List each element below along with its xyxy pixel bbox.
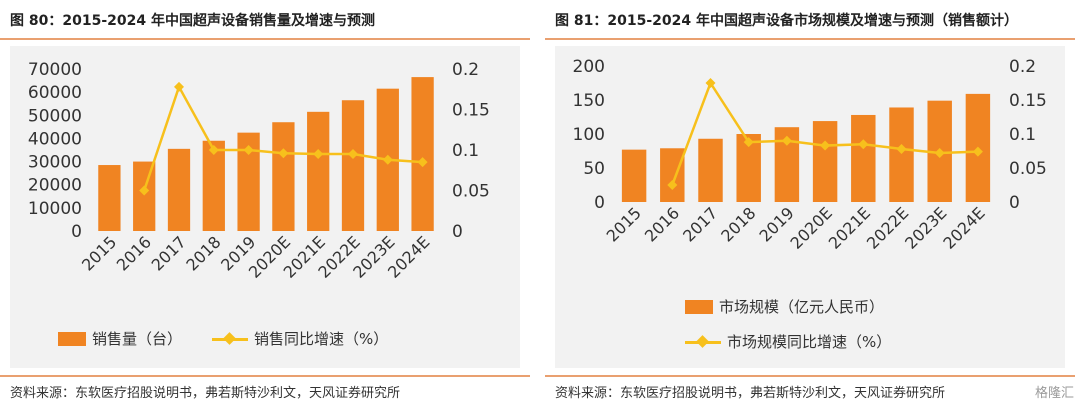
title-divider [0,38,530,40]
x-tick-label: 2017 [148,232,190,274]
x-tick-label: 2017 [679,203,721,245]
line-point [313,149,324,160]
sales-volume-chart: 0 10000 20000 30000 40000 50000 60000 70000 0 0.0… [28,60,490,282]
line-point [667,180,678,190]
legend-label: 市场规模同比增速（%） [727,333,892,351]
y2-tick-label: 0.05 [452,182,490,202]
bar [889,107,914,202]
legend: 市场规模（亿元人民币） 市场规模同比增速（%） [685,296,891,366]
legend-label: 销售量（台） [92,330,183,348]
y2-tick-label: 0 [452,222,463,242]
y-tick-label: 50000 [28,106,82,126]
bar [341,100,365,231]
y-tick-label: 70000 [28,60,82,80]
bar-swatch-icon [685,299,713,314]
y-tick-label: 0 [71,222,82,242]
title-divider [545,38,1075,40]
y2-tick-label: 0.2 [1009,57,1036,77]
watermark: 格隆汇 [1034,386,1074,401]
x-tick-label: 2016 [113,232,155,274]
line-point [858,139,869,150]
bar [202,140,225,231]
y2-tick-label: 0.15 [1009,91,1047,111]
line-point [382,154,393,165]
line-point [820,140,831,151]
x-tick-label: 2018 [182,232,224,274]
y-tick-label: 100 [573,125,605,145]
legend: 销售量（台） 销售同比增速（%） [58,328,388,363]
x-tick-label: 2024E [939,203,988,252]
x-tick-label: 2015 [78,232,120,274]
line-point [417,157,428,168]
chart-title: 图 80：2015-2024 年中国超声设备销售量及增速与预测 [10,13,375,29]
bar [167,148,191,231]
line-point [139,185,150,196]
line-point [174,81,184,92]
y-tick-label: 20000 [28,176,82,196]
legend-item-line: 销售同比增速（%） [212,328,388,349]
source-note: 资料来源：东软医疗招股说明书，弗若斯特沙利文，天风证券研究所 [555,386,946,401]
market-size-chart: 05010015020000.050.10.150.22015201620172… [573,57,1047,253]
chart-title: 图 81：2015-2024 年中国超声设备市场规模及增速与预测（销售额计） [555,13,1018,29]
y2-tick-label: 0.15 [452,101,490,121]
x-tick-label: 2015 [603,203,645,245]
bar-swatch-icon [58,331,86,346]
line-point [208,145,219,155]
line-marker-icon [212,332,249,346]
source-divider [545,375,1075,377]
line-point [743,137,754,148]
line-point [896,143,907,154]
source-note: 资料来源：东软医疗招股说明书，弗若斯特沙利文，天风证券研究所 [10,386,401,401]
y-tick-label: 150 [573,91,605,111]
bar [133,161,156,231]
bar [698,138,723,202]
right-chart-panel: 图 81：2015-2024 年中国超声设备市场规模及增速与预测（销售额计） 0… [545,0,1075,409]
line-point [781,135,792,146]
legend-item-bar: 销售量（台） [58,328,182,349]
y-tick-label: 40000 [28,129,82,149]
line-marker-icon [685,335,721,349]
left-chart-panel: 图 80：2015-2024 年中国超声设备销售量及增速与预测 0 10000 20… [0,0,530,409]
x-tick-label: 2022E [863,203,912,252]
y2-tick-label: 0.05 [1009,159,1047,179]
line-point [278,148,289,159]
x-tick-label: 2023E [901,203,950,252]
bar [812,121,838,202]
line-point [348,149,358,160]
legend-item-line: 市场规模同比增速（%） [685,331,891,352]
y2-tick-label: 0.2 [452,60,479,80]
plot-background [10,46,520,368]
bar [411,77,434,231]
y2-tick-label: 0.1 [1009,125,1036,145]
x-tick-label: 2016 [641,203,683,245]
bar [272,122,295,231]
bar [621,149,647,202]
legend-label: 销售同比增速（%） [254,330,389,348]
x-tick-label: 2021E [825,203,874,252]
y-tick-label: 50 [583,159,605,179]
bar [851,114,876,202]
line-point [243,145,254,155]
bar [660,148,685,202]
legend-label: 市场规模（亿元人民币） [719,298,885,316]
y2-tick-label: 0 [1009,193,1020,213]
y-tick-label: 60000 [28,83,82,103]
x-tick-label: 2018 [717,203,759,245]
y-tick-label: 30000 [28,153,82,173]
line-point [972,146,983,157]
legend-item-bar: 市场规模（亿元人民币） [685,296,891,317]
line-point [934,148,945,159]
source-divider [0,375,530,377]
y-tick-label: 200 [573,57,605,77]
y-tick-label: 0 [594,193,605,213]
bar [237,132,260,231]
bar [307,111,330,231]
x-tick-label: 2020E [787,203,836,252]
y-tick-label: 10000 [28,199,82,219]
y2-tick-label: 0.1 [452,141,479,161]
line-point [705,78,716,88]
bar [98,165,121,231]
